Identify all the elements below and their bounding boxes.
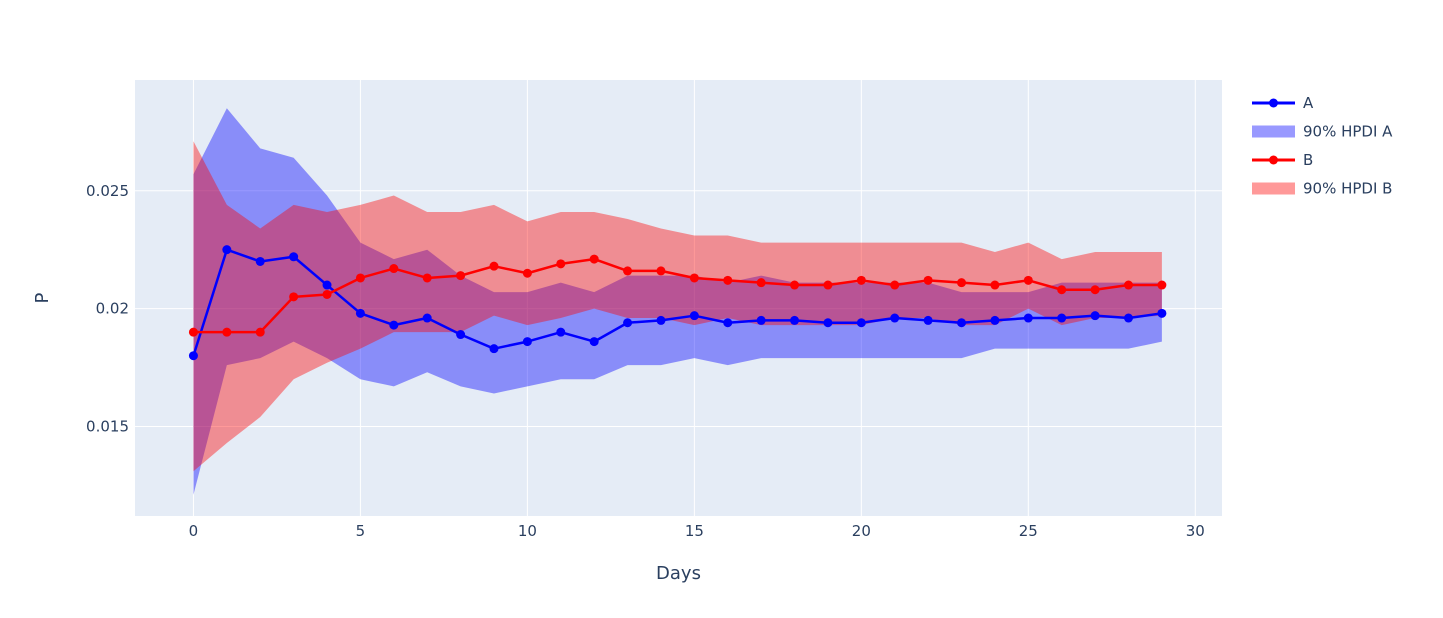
series-a-point[interactable]	[957, 318, 967, 328]
series-a-point[interactable]	[856, 318, 866, 328]
series-b-point[interactable]	[1023, 275, 1033, 285]
plot-background	[135, 80, 1222, 516]
legend-label: 90% HPDI A	[1303, 123, 1393, 141]
series-a-point[interactable]	[890, 313, 900, 323]
series-a-point[interactable]	[422, 313, 432, 323]
x-tick-label: 25	[1019, 522, 1038, 540]
legend-item[interactable]: B	[1252, 151, 1313, 169]
series-line-a	[192, 248, 1163, 357]
series-b-point[interactable]	[188, 327, 198, 337]
legend-label: B	[1303, 151, 1313, 169]
line-layer	[188, 245, 1167, 361]
series-b-point[interactable]	[322, 289, 332, 299]
y-tick-label: 0.025	[86, 182, 129, 200]
x-axis-title: Days	[656, 563, 701, 584]
grid	[135, 80, 1222, 516]
series-b-point[interactable]	[255, 327, 265, 337]
x-tick-label: 15	[685, 522, 704, 540]
series-b-point[interactable]	[389, 264, 399, 274]
x-tick-label: 10	[518, 522, 537, 540]
legend-label: 90% HPDI B	[1303, 180, 1392, 198]
series-b-point[interactable]	[856, 275, 866, 285]
series-a-point[interactable]	[723, 318, 733, 328]
series-b-point[interactable]	[790, 280, 800, 290]
hpdi-band-b	[193, 141, 1162, 472]
x-tick-label: 0	[189, 522, 199, 540]
series-b-point[interactable]	[522, 268, 532, 278]
band-layer	[193, 108, 1162, 495]
tick-labels: 0 5 10 15 20 25 30 0.015 0.02 0.025	[86, 182, 1205, 540]
series-a-point[interactable]	[1157, 308, 1167, 318]
series-b-point[interactable]	[1057, 285, 1067, 295]
y-tick-label: 0.015	[86, 417, 129, 435]
series-b-point[interactable]	[456, 271, 466, 281]
x-tick-label: 5	[356, 522, 366, 540]
y-axis-title: P	[32, 292, 53, 303]
series-b-point[interactable]	[990, 280, 1000, 290]
series-a-point[interactable]	[689, 311, 699, 321]
series-a-point[interactable]	[456, 330, 466, 340]
legend-item[interactable]: A	[1252, 94, 1314, 112]
series-a-point[interactable]	[923, 315, 933, 325]
legend-item[interactable]: 90% HPDI A	[1252, 123, 1393, 141]
series-b-point[interactable]	[957, 278, 967, 288]
series-b-point[interactable]	[556, 259, 566, 269]
x-tick-label: 30	[1186, 522, 1205, 540]
series-b-point[interactable]	[1157, 280, 1167, 290]
x-tick-label: 20	[852, 522, 871, 540]
series-a-point[interactable]	[522, 337, 532, 347]
series-a-point[interactable]	[322, 280, 332, 290]
series-a-point[interactable]	[623, 318, 633, 328]
series-b-point[interactable]	[589, 254, 599, 264]
legend-item[interactable]: 90% HPDI B	[1252, 180, 1392, 198]
series-a-point[interactable]	[589, 337, 599, 347]
series-a-point[interactable]	[389, 320, 399, 330]
series-b-point[interactable]	[1090, 285, 1100, 295]
series-a-point[interactable]	[289, 252, 299, 262]
legend-band-symbol	[1252, 182, 1295, 195]
series-b-point[interactable]	[689, 273, 699, 283]
series-a-point[interactable]	[489, 344, 499, 354]
series-a-point[interactable]	[188, 351, 198, 361]
series-a-point[interactable]	[990, 315, 1000, 325]
series-a-point[interactable]	[222, 245, 232, 255]
series-a-point[interactable]	[1090, 311, 1100, 321]
hpdi-band-a	[193, 108, 1162, 495]
series-b-point[interactable]	[289, 292, 299, 302]
series-a-point[interactable]	[355, 308, 365, 318]
series-b-point[interactable]	[923, 275, 933, 285]
series-a-point[interactable]	[756, 315, 766, 325]
series-b-point[interactable]	[422, 273, 432, 283]
legend-marker-symbol	[1269, 98, 1278, 108]
series-b-point[interactable]	[489, 261, 499, 271]
series-b-point[interactable]	[1123, 280, 1133, 290]
series-a-point[interactable]	[1057, 313, 1067, 323]
legend-label: A	[1303, 94, 1314, 112]
series-a-point[interactable]	[556, 327, 566, 337]
legend[interactable]: A 90% HPDI A B 90% HPDI B	[1252, 94, 1393, 198]
series-b-point[interactable]	[823, 280, 833, 290]
series-a-point[interactable]	[823, 318, 833, 328]
y-tick-label: 0.02	[96, 300, 129, 318]
series-b-point[interactable]	[623, 266, 633, 276]
series-b-point[interactable]	[756, 278, 766, 288]
series-a-point[interactable]	[1023, 313, 1033, 323]
series-b-point[interactable]	[656, 266, 666, 276]
series-b-point[interactable]	[723, 275, 733, 285]
legend-band-symbol	[1252, 125, 1295, 138]
series-a-point[interactable]	[656, 315, 666, 325]
series-line-b	[193, 257, 1162, 334]
series-a-point[interactable]	[1123, 313, 1133, 323]
series-b-point[interactable]	[355, 273, 365, 283]
series-b-point[interactable]	[222, 327, 232, 337]
series-b-point[interactable]	[890, 280, 900, 290]
series-a-point[interactable]	[790, 315, 800, 325]
series-a-point[interactable]	[255, 256, 265, 266]
legend-marker-symbol	[1269, 155, 1278, 165]
